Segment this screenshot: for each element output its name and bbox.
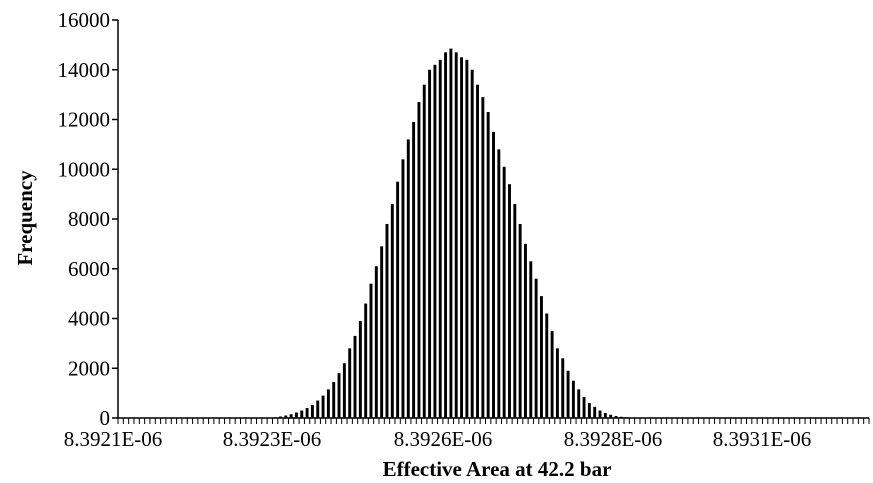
histogram-bar [508, 184, 511, 418]
histogram-bar [571, 380, 575, 418]
histogram-bar [300, 410, 304, 418]
histogram-bar [326, 389, 330, 418]
x-tick-label: 8.3923E-06 [223, 427, 322, 451]
histogram-bar [492, 131, 495, 418]
y-tick-label: 0 [100, 406, 111, 430]
y-tick-label: 12000 [58, 108, 111, 132]
histogram-bar [598, 410, 602, 418]
histogram-bar [278, 416, 282, 418]
histogram-bar [593, 406, 597, 418]
histogram-bar [396, 181, 400, 418]
histogram-bar [470, 69, 474, 418]
y-tick-label: 10000 [58, 157, 111, 181]
histogram-bar [353, 335, 357, 418]
histogram-bar [486, 112, 490, 418]
histogram-bars [268, 48, 639, 419]
histogram-bar [497, 149, 501, 418]
histogram-bar [550, 330, 554, 418]
histogram-bar [529, 261, 533, 418]
x-tick-label: 8.3926E-06 [394, 427, 493, 451]
histogram-bar [294, 412, 298, 418]
histogram-bar [364, 303, 368, 418]
histogram-bar [332, 381, 336, 418]
x-tick-label: 8.3931E-06 [713, 427, 812, 451]
histogram-bar [518, 223, 522, 418]
histogram-bar [454, 52, 458, 419]
histogram-bar [566, 370, 570, 418]
x-tick-label: 8.3928E-06 [564, 427, 663, 451]
histogram-bar [438, 59, 442, 419]
histogram-bar [369, 283, 373, 418]
histogram-bar [316, 400, 320, 418]
histogram-bar [502, 166, 506, 418]
histogram-bar [481, 97, 485, 419]
x-axis-title: Effective Area at 42.2 bar [383, 457, 612, 481]
histogram-bar [305, 408, 309, 418]
histogram-bar [358, 320, 362, 418]
histogram-bar [460, 57, 464, 419]
histogram-bar [619, 416, 623, 418]
y-tick-label: 16000 [58, 8, 111, 32]
histogram-bar [406, 139, 410, 418]
histogram-bar [380, 246, 384, 418]
histogram-bar [374, 266, 378, 418]
histogram-bar [534, 278, 538, 418]
histogram-bar [545, 313, 549, 418]
histogram-bar [582, 396, 586, 418]
histogram-bar [555, 348, 559, 418]
histogram-bar [603, 413, 607, 418]
histogram-bar [273, 417, 277, 418]
histogram-bar [284, 415, 288, 418]
histogram-bar [614, 416, 618, 418]
histogram-bar [385, 223, 389, 418]
histogram-bar [310, 405, 314, 418]
histogram-bar [587, 403, 591, 418]
histogram-bar [476, 84, 479, 419]
histogram-bar [513, 204, 517, 418]
histogram-bar [625, 417, 629, 418]
histogram-bar [449, 48, 453, 419]
histogram-bar [289, 414, 293, 418]
histogram-bar [561, 358, 565, 418]
y-tick-label: 2000 [68, 356, 110, 380]
x-axis: 8.3921E-06 8.3923E-06 8.3926E-06 8.3928E-06… [64, 417, 870, 451]
histogram-bar [412, 121, 416, 419]
histogram-bar [337, 373, 341, 418]
y-tick-label: 4000 [68, 307, 110, 331]
histogram-bar [417, 102, 421, 418]
histogram-bar [444, 52, 448, 419]
histogram-bar [539, 296, 543, 418]
histogram-bar [609, 414, 613, 418]
histogram-bar [433, 64, 437, 418]
histogram-bar [523, 243, 527, 419]
histogram-bar [428, 69, 432, 418]
y-axis: 0 2000 4000 6000 8000 10000 12000 14000 16000 [58, 8, 119, 430]
histogram-bar [465, 59, 469, 419]
histogram-bar [342, 363, 346, 418]
histogram-bar [321, 395, 325, 418]
histogram-bar [422, 84, 426, 419]
y-tick-label: 6000 [68, 257, 110, 281]
histogram-bar [577, 389, 581, 418]
y-tick-label: 8000 [68, 207, 110, 231]
y-tick-label: 14000 [58, 58, 111, 82]
histogram-bar [348, 348, 352, 418]
histogram-bar [401, 159, 405, 419]
y-axis-title: Frequency [13, 170, 37, 266]
histogram-bar [390, 204, 394, 418]
x-tick-label: 8.3921E-06 [64, 427, 163, 451]
